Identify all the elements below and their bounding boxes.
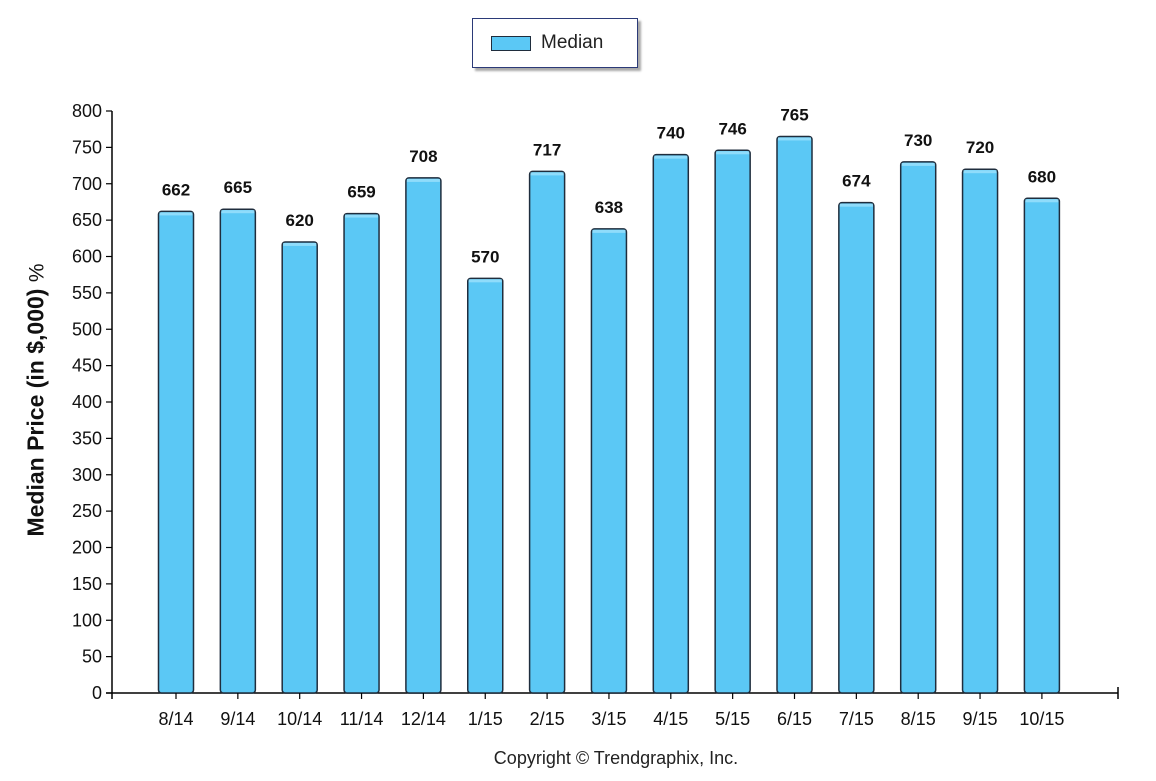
bar xyxy=(899,161,937,694)
legend-label: Median xyxy=(541,32,604,53)
y-tick-label: 450 xyxy=(72,356,102,376)
bar-cap xyxy=(468,279,502,283)
bar xyxy=(776,135,813,694)
x-tick-label: 9/15 xyxy=(963,709,998,729)
y-tick-label: 50 xyxy=(82,647,102,667)
bar-cap xyxy=(530,172,564,176)
legend: Median xyxy=(472,18,638,68)
y-tick-label: 500 xyxy=(72,319,102,339)
bar-value-label: 680 xyxy=(1028,167,1056,186)
bar-value-label: 662 xyxy=(162,180,190,199)
y-tick-label: 350 xyxy=(72,428,102,448)
bar-value-label: 665 xyxy=(224,178,252,197)
y-tick-label: 100 xyxy=(72,610,102,630)
x-tick-label: 4/15 xyxy=(653,709,688,729)
x-tick-label: 5/15 xyxy=(715,709,750,729)
y-tick-label: 800 xyxy=(72,101,102,121)
bar xyxy=(467,277,504,694)
y-tick-label: 700 xyxy=(72,174,102,194)
y-tick-label: 250 xyxy=(72,501,102,521)
legend-swatch xyxy=(491,36,531,51)
x-tick-label: 8/15 xyxy=(901,709,936,729)
bar-cap xyxy=(839,203,873,207)
y-tick-label: 150 xyxy=(72,574,102,594)
bar-value-label: 620 xyxy=(286,211,314,230)
bar-value-label: 740 xyxy=(657,124,685,143)
copyright-text: Copyright © Trendgraphix, Inc. xyxy=(493,748,739,768)
bar-value-label: 730 xyxy=(904,131,932,150)
bar-cap xyxy=(778,137,811,141)
y-tick-label: 600 xyxy=(72,247,102,267)
bar-cap xyxy=(283,242,317,246)
bar-value-label: 765 xyxy=(780,105,808,124)
x-tick-label: 2/15 xyxy=(530,709,565,729)
y-tick-label: 200 xyxy=(72,538,102,558)
bar-cap xyxy=(654,155,688,159)
x-tick-label: 10/14 xyxy=(277,709,322,729)
x-tick-label: 9/14 xyxy=(220,709,255,729)
bar-cap xyxy=(716,151,750,155)
bar xyxy=(714,149,751,694)
y-tick-label: 300 xyxy=(72,465,102,485)
bar-cap xyxy=(963,170,997,174)
x-tick-label: 1/15 xyxy=(468,709,503,729)
bar-value-label: 659 xyxy=(347,183,375,202)
y-tick-label: 400 xyxy=(72,392,102,412)
bar-value-label: 570 xyxy=(471,247,499,266)
bar xyxy=(1023,197,1061,694)
bar-value-label: 708 xyxy=(409,147,437,166)
bar-value-label: 638 xyxy=(595,198,623,217)
bar-value-label: 746 xyxy=(718,119,746,138)
bar-cap xyxy=(901,162,935,166)
bar-cap xyxy=(592,229,626,233)
bar-cap xyxy=(345,214,379,218)
x-tick-label: 11/14 xyxy=(340,709,384,729)
x-tick-label: 8/14 xyxy=(158,709,193,729)
y-tick-label: 0 xyxy=(92,683,102,703)
x-tick-label: 12/14 xyxy=(401,709,446,729)
bar-value-label: 720 xyxy=(966,138,994,157)
bar xyxy=(343,212,380,694)
bar xyxy=(528,170,566,694)
bar xyxy=(281,241,318,694)
bar xyxy=(157,210,195,694)
bar-cap xyxy=(406,178,440,182)
y-tick-label: 650 xyxy=(72,210,102,230)
bar xyxy=(405,177,442,694)
bar xyxy=(219,208,257,694)
x-tick-label: 10/15 xyxy=(1019,709,1064,729)
x-tick-label: 7/15 xyxy=(839,709,874,729)
bar-cap xyxy=(1025,199,1059,203)
bar xyxy=(961,168,999,694)
bar-cap xyxy=(221,210,255,214)
bar-value-label: 674 xyxy=(842,172,871,191)
x-tick-label: 6/15 xyxy=(777,709,812,729)
bar-cap xyxy=(159,212,193,216)
y-tick-label: 750 xyxy=(72,137,102,157)
bar-value-label: 717 xyxy=(533,140,561,159)
bar xyxy=(652,153,690,694)
bar xyxy=(838,201,875,694)
y-tick-label: 550 xyxy=(72,283,102,303)
bar xyxy=(590,228,628,694)
x-tick-label: 3/15 xyxy=(591,709,626,729)
